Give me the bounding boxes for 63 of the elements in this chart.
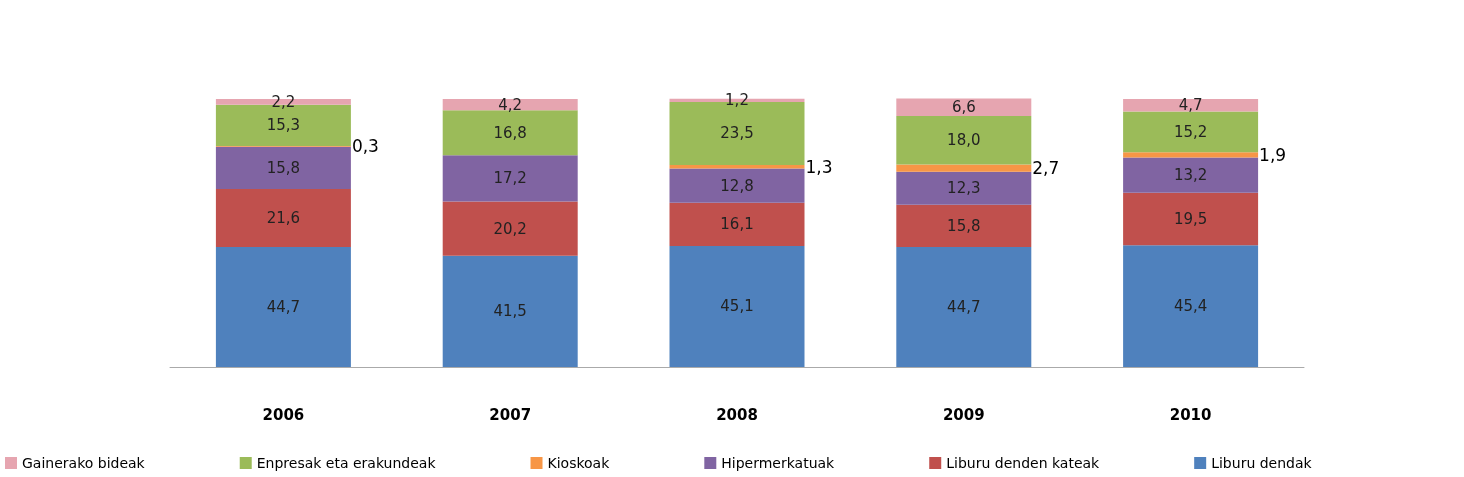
data-label: 15,8 [947,216,981,235]
data-label: 15,8 [266,158,301,177]
data-label: 0,3 [351,136,379,157]
bar [1123,111,1259,153]
bar [1123,245,1259,367]
legend-label: Enpresak eta erakundeak [256,455,437,471]
bar [1123,157,1259,193]
legend-label: Gainerako bideak [22,455,146,471]
bar [896,116,1032,165]
x-tick-label: 2009 [942,405,985,424]
bar [1123,98,1259,112]
data-label: 4,7 [1178,96,1203,115]
bar [896,171,1032,205]
data-label: 4,2 [498,95,523,114]
data-label: 12,8 [720,176,754,195]
bar [1123,192,1259,246]
data-label: 1,9 [1259,144,1287,165]
data-label: 41,5 [493,302,527,321]
bar [896,247,1032,367]
data-label: 16,8 [493,123,527,142]
bar [442,155,578,202]
legend-label: Liburu dendak [1211,455,1313,471]
bar [215,247,351,367]
data-label: 45,1 [720,297,754,316]
bar [896,204,1032,248]
data-label: 45,4 [1173,297,1208,316]
bar [896,98,1032,117]
x-tick-label: 2006 [262,405,305,424]
legend-label: Liburu denden kateak [946,455,1101,471]
bar [442,98,578,111]
data-label: 6,6 [951,98,976,117]
data-label: 17,2 [493,169,527,188]
data-label: 15,3 [266,116,301,135]
data-label: 23,5 [720,124,754,143]
bar [442,201,578,256]
bar [669,245,805,367]
data-label: 2,2 [271,92,296,111]
bar [442,255,578,367]
data-label: 1,3 [805,156,833,177]
x-tick-label: 2010 [1169,405,1212,424]
legend-label: Kioskoak [547,455,611,471]
bar [1123,152,1259,158]
data-label: 21,6 [266,209,301,228]
data-label: 20,2 [493,219,527,238]
data-label: 12,3 [947,179,981,198]
x-tick-label: 2007 [489,405,532,424]
data-label: 19,5 [1173,210,1208,229]
data-label: 13,2 [1173,166,1208,185]
legend-label: Hipermerkatuak [721,455,836,471]
data-label: 16,1 [720,215,754,234]
data-label: 18,0 [947,131,981,150]
bar [896,164,1032,172]
bar [669,202,805,246]
bar [442,110,578,156]
data-label: 2,7 [1032,158,1060,179]
data-label: 44,7 [266,298,301,317]
bar [215,146,351,190]
bar [215,189,351,248]
data-label: 44,7 [947,298,981,317]
x-tick-label: 2008 [716,405,758,424]
data-label: 15,2 [1173,122,1208,141]
data-label: 1,2 [725,91,749,110]
bar [669,168,805,203]
